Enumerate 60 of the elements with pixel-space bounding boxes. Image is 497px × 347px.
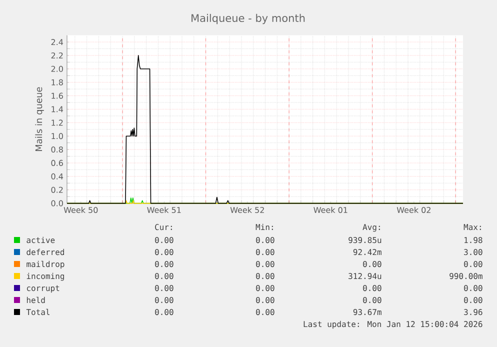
legend-label: maildrop (26, 260, 64, 269)
text: 0.00 (256, 261, 274, 268)
text: 312.94u (348, 273, 382, 280)
y-tick-label: 1.2 (52, 120, 63, 126)
text: 0.00 (155, 249, 174, 256)
legend-label: incoming (26, 272, 64, 281)
text: 0.00 (256, 273, 274, 280)
legend-label: deferred (26, 248, 64, 256)
y-tick-label: 2.0 (51, 66, 63, 72)
text: 0.00 (256, 285, 274, 292)
text: 3.00 (464, 249, 482, 256)
text: 93.67m (353, 309, 382, 316)
text: 0.00 (155, 297, 174, 304)
text: 0.00 (464, 261, 482, 268)
text: 0.00 (155, 309, 174, 316)
text: Max: (464, 224, 481, 230)
text: 0.00 (363, 261, 382, 268)
text: Cur: (155, 224, 172, 230)
y-tick-label: 1.6 (52, 92, 63, 99)
text: 0.00 (363, 285, 382, 292)
legend-label: Total (26, 308, 50, 316)
text: 0.00 (155, 237, 174, 244)
text: 92.42m (353, 249, 382, 256)
text: 0.00 (363, 297, 382, 304)
x-tick-label: Week 02 (396, 206, 430, 214)
legend-label: corrupt (26, 285, 60, 293)
x-tick-label: Week 01 (314, 206, 348, 214)
text: 0.00 (155, 285, 174, 292)
text: 0.00 (464, 285, 482, 292)
y-tick-label: 1.4 (52, 106, 64, 112)
y-tick-label: 0.8 (51, 146, 63, 153)
y-axis-title: Mails in queue (35, 87, 44, 151)
x-tick-label: Week 50 (64, 206, 98, 214)
text: 0.00 (256, 297, 274, 304)
y-tick-label: 2.4 (51, 39, 64, 45)
legend-label: held (26, 296, 45, 304)
y-tick-label: 0.0 (51, 200, 63, 206)
text: 0.00 (155, 261, 174, 268)
y-tick-label: 0.6 (51, 160, 63, 166)
text: 3.96 (464, 309, 482, 316)
text: 1.98 (464, 237, 482, 244)
x-tick-label: Week 52 (230, 206, 264, 214)
text: Last update: Mon Jan 12 15:00:04 2026 (304, 320, 482, 329)
y-tick-label: 0.2 (51, 186, 63, 193)
x-tick-label: Week 51 (147, 206, 181, 214)
text: 0.00 (256, 249, 274, 256)
y-tick-label: 0.4 (51, 173, 64, 180)
y-tick-label: 2.2 (51, 52, 63, 58)
text: 990.00m (450, 273, 482, 280)
chart-title: Mailqueue - by month (192, 14, 305, 24)
text: 939.85u (348, 237, 382, 244)
y-tick-label: 1.0 (52, 133, 63, 140)
text: 0.00 (256, 237, 274, 244)
text: 0.00 (155, 273, 174, 280)
text: 0.00 (256, 309, 274, 316)
y-tick-label: 1.8 (52, 79, 63, 86)
text: 0.00 (464, 297, 482, 304)
text: Avg: (362, 224, 380, 232)
text: Min: (256, 224, 273, 230)
legend-label: active (26, 236, 55, 244)
